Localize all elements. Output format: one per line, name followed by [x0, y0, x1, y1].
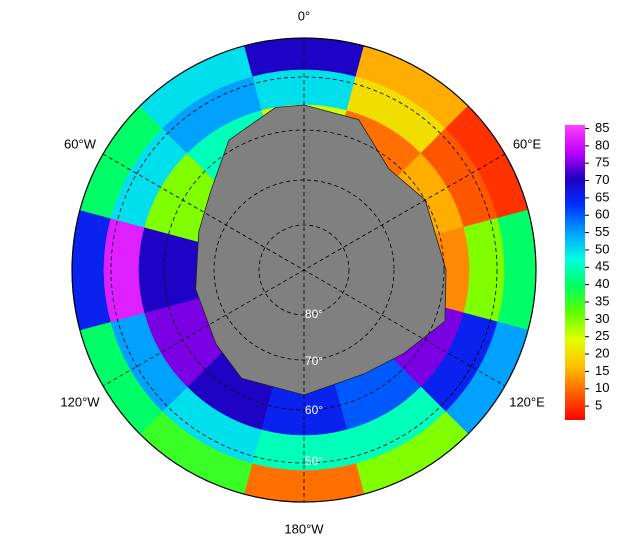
colorbar-label: 30 — [595, 311, 609, 326]
colorbar-label: 20 — [595, 345, 609, 360]
colorbar-label: 65 — [595, 189, 609, 204]
colorbar-label: 40 — [595, 276, 609, 291]
lat-label: 80° — [305, 307, 323, 321]
colorbar-label: 60 — [595, 207, 609, 222]
lon-label: 60°E — [513, 136, 542, 151]
colorbar-label: 55 — [595, 224, 609, 239]
colorbar-label: 10 — [595, 380, 609, 395]
colorbar-label: 15 — [595, 363, 609, 378]
colorbar-label: 45 — [595, 259, 609, 274]
colorbar-label: 50 — [595, 241, 609, 256]
lat-label: 50° — [305, 454, 323, 468]
lon-label: 0° — [298, 8, 310, 23]
colorbar-label: 35 — [595, 293, 609, 308]
lat-label: 60° — [305, 403, 323, 417]
lon-label: 180°W — [284, 521, 324, 536]
field-cell — [103, 217, 145, 323]
lon-line — [102, 153, 506, 387]
colorbar-label: 70 — [595, 172, 609, 187]
colorbar-label: 5 — [595, 398, 602, 413]
colorbar-label: 80 — [595, 137, 609, 152]
lon-label: 60°W — [64, 136, 97, 151]
colorbar-label: 85 — [595, 120, 609, 135]
field-cell — [463, 217, 505, 323]
lat-label: 70° — [305, 354, 323, 368]
lon-label: 120°E — [509, 394, 545, 409]
colorbar-label: 75 — [595, 155, 609, 170]
lon-label: 120°W — [60, 394, 100, 409]
lat-circle — [110, 76, 498, 464]
map-border — [71, 37, 537, 503]
graticule — [102, 38, 506, 502]
colorbar-label: 25 — [595, 328, 609, 343]
colorbar — [565, 125, 585, 420]
